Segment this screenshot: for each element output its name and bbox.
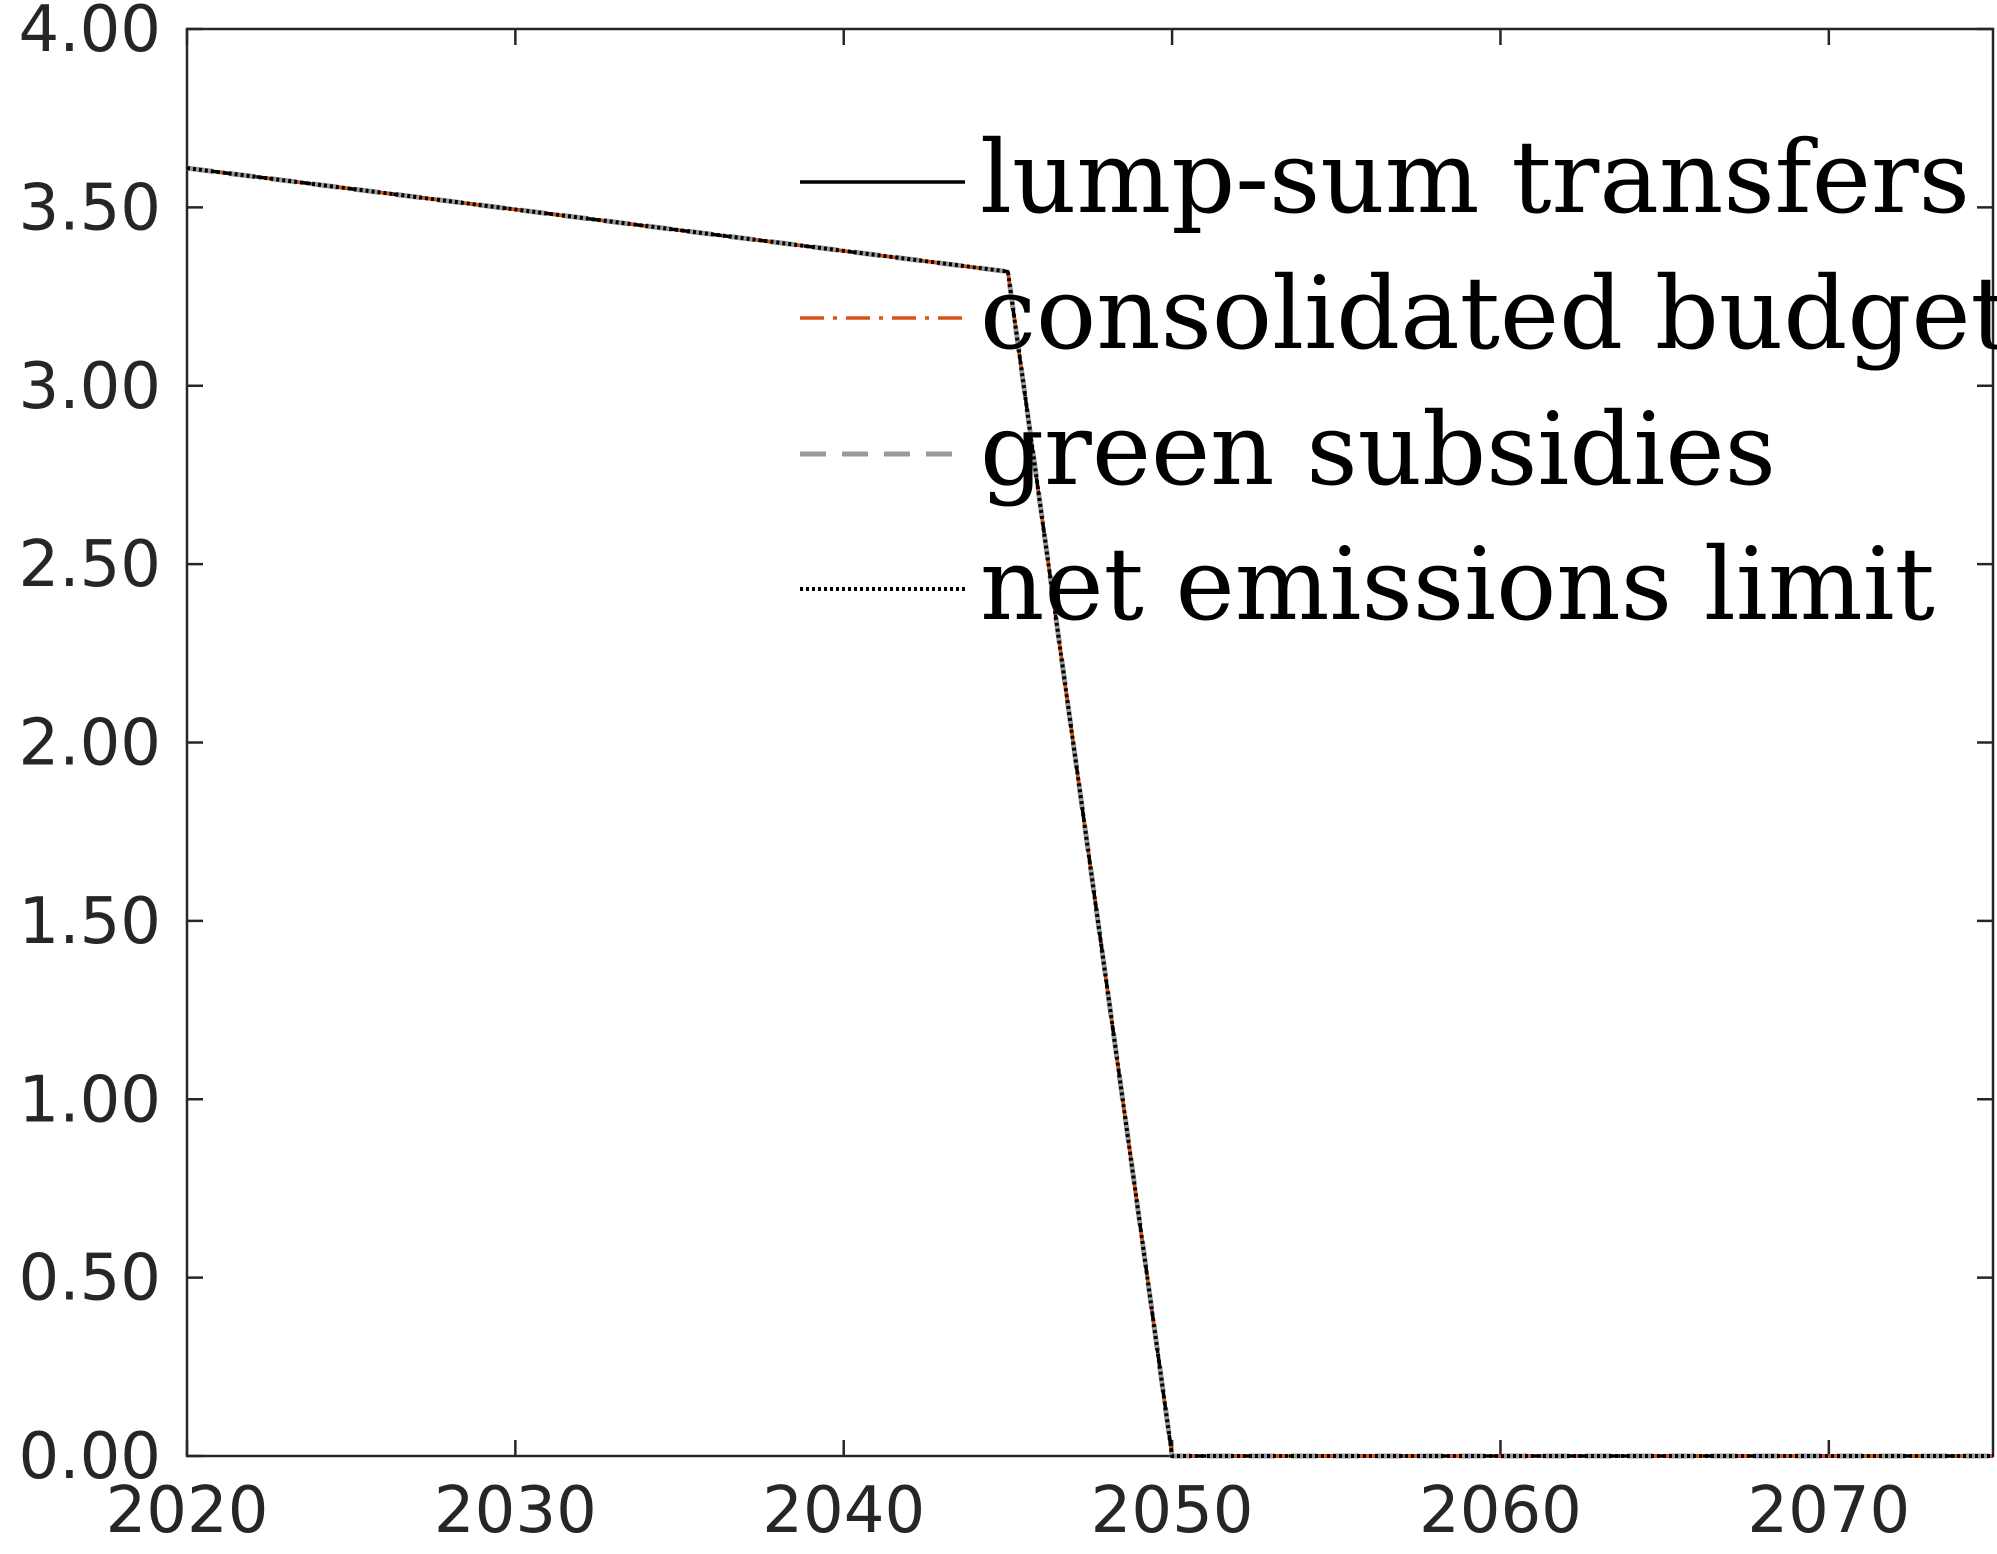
legend-label-2: consolidated budget (980, 255, 1997, 372)
legend-label-4: net emissions limit (980, 526, 1935, 643)
legend-label-1: lump-sum transfers (980, 119, 1970, 236)
x-tick-label: 2070 (1747, 1474, 1910, 1548)
legend-label-3: green subsidies (980, 391, 1776, 508)
x-tick-label: 2020 (106, 1474, 269, 1548)
x-tick-label: 2050 (1091, 1474, 1254, 1548)
y-tick-label: 0.50 (19, 1242, 162, 1316)
y-tick-label: 3.50 (19, 171, 162, 245)
series-group (186, 165, 1993, 1459)
x-tick-label: 2030 (434, 1474, 597, 1548)
legend: lump-sum transfers consolidated budget gre… (800, 119, 1997, 643)
y-tick-label: 0.00 (19, 1420, 162, 1494)
series-line-1 (186, 166, 1993, 1458)
y-tick-label: 1.00 (19, 1063, 162, 1137)
y-tick-label: 1.50 (19, 885, 162, 959)
axes: 2020 2030 2040 2050 2060 2070 0.00 0.50 1.00 1.50… (19, 0, 1995, 1548)
y-tick-label: 4.00 (19, 0, 162, 67)
x-tick-label: 2040 (762, 1474, 925, 1548)
plot-area (187, 29, 1993, 1456)
y-tick-label: 2.00 (19, 707, 162, 781)
x-tick-label: 2060 (1419, 1474, 1582, 1548)
y-tick-label: 2.50 (19, 528, 162, 602)
y-tick-label: 3.00 (19, 350, 162, 424)
